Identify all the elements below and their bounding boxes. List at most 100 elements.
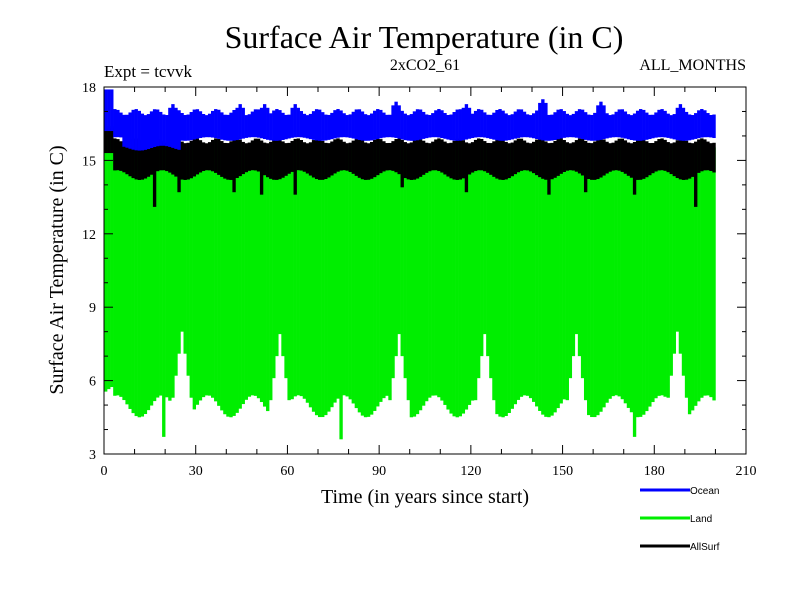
ocean-bar: [373, 110, 377, 140]
allsurf-bar: [192, 138, 197, 177]
allsurf-bar: [299, 140, 304, 171]
ocean-bar: [556, 109, 560, 140]
ocean-bar: [284, 114, 288, 140]
land-bar: [486, 147, 490, 357]
ocean-bar: [229, 112, 233, 141]
ocean-bar: [379, 109, 383, 139]
ocean-bar: [568, 115, 573, 138]
ocean-bar: [369, 113, 374, 141]
ocean-bar: [446, 114, 450, 140]
ocean-bar: [321, 112, 325, 141]
land-bar: [180, 145, 184, 332]
land-bar: [403, 146, 407, 379]
ocean-bar: [223, 114, 227, 141]
ocean-bar: [299, 111, 304, 138]
land-bar: [449, 147, 453, 414]
allsurf-bar: [458, 138, 462, 180]
ocean-bar: [476, 109, 481, 138]
allsurf-bar: [574, 140, 579, 172]
allsurf-bar: [706, 141, 710, 171]
land-bar: [287, 147, 291, 401]
land-bar: [593, 145, 597, 418]
allsurf-bar: [681, 138, 686, 180]
ocean-bar: [391, 105, 395, 138]
allsurf-bar: [275, 138, 279, 180]
land-bar: [623, 143, 628, 404]
land-bar: [207, 146, 212, 396]
land-bar: [443, 145, 447, 405]
allsurf-bar: [198, 140, 203, 173]
land-bar: [305, 148, 310, 403]
land-bar: [409, 146, 414, 418]
allsurf-bar: [483, 141, 487, 172]
allsurf-bar: [498, 138, 502, 180]
allsurf-bar: [241, 141, 245, 175]
land-bar: [296, 140, 300, 396]
ocean-bar: [159, 111, 163, 146]
allsurf-bar: [155, 138, 160, 172]
ocean-bar: [608, 115, 612, 138]
ocean-bar: [363, 114, 368, 141]
ocean-bar: [663, 110, 667, 138]
allsurf-bar: [363, 142, 368, 180]
ocean-bar: [486, 114, 490, 139]
ocean-bar: [314, 109, 319, 141]
ocean-bar: [107, 89, 111, 132]
x-axis-label: Time (in years since start): [321, 486, 529, 508]
land-bar: [278, 142, 282, 335]
ocean-bar: [473, 110, 478, 138]
land-bar: [201, 146, 206, 398]
allsurf-bar: [140, 142, 145, 180]
allsurf-bar: [168, 141, 172, 173]
land-bar: [232, 141, 236, 416]
allsurf-bar: [321, 140, 325, 180]
ocean-bar: [697, 110, 701, 139]
land-bar: [415, 141, 420, 415]
ocean-bar: [409, 114, 414, 141]
ocean-bar: [214, 109, 218, 139]
allsurf-bar: [415, 138, 420, 179]
allsurf-bar: [425, 142, 429, 173]
allsurf-bar: [443, 141, 447, 175]
land-bar: [440, 142, 444, 401]
allsurf-bar: [247, 142, 252, 171]
allsurf-bar: [305, 143, 310, 174]
ocean-bar: [305, 115, 310, 139]
ocean-bar: [678, 104, 683, 141]
land-bar: [333, 142, 337, 403]
ocean-bar: [669, 115, 673, 139]
ocean-bar: [220, 112, 224, 140]
ocean-bar: [155, 109, 160, 147]
allsurf-bar: [308, 142, 313, 176]
y-tick-label: 12: [82, 228, 96, 243]
allsurf-bar: [235, 138, 239, 179]
land-bar: [687, 147, 692, 415]
ocean-bar: [207, 113, 212, 138]
land-bar: [425, 147, 429, 402]
ocean-bar: [119, 112, 123, 138]
ocean-bar: [605, 113, 609, 139]
land-bar: [400, 143, 404, 357]
ocean-bar: [425, 114, 429, 139]
land-bar: [204, 148, 209, 396]
allsurf-bar: [186, 142, 190, 180]
allsurf-bar: [565, 142, 569, 171]
land-bar: [694, 145, 698, 406]
land-bar: [128, 144, 132, 409]
ocean-bar: [302, 113, 307, 138]
ocean-bar: [394, 101, 398, 138]
allsurf-bar: [611, 142, 615, 171]
land-bar: [675, 143, 680, 332]
land-bar: [528, 148, 533, 399]
ocean-bar: [400, 110, 404, 140]
allsurf-bar: [302, 142, 307, 172]
land-bar: [553, 144, 557, 413]
allsurf-bar: [220, 141, 224, 177]
allsurf-bar: [171, 139, 175, 175]
allsurf-bar: [580, 138, 585, 176]
ocean-bar: [694, 113, 698, 139]
ocean-bar: [290, 107, 294, 138]
ocean-bar: [587, 114, 591, 141]
ocean-bar: [639, 109, 643, 141]
ocean-bar: [535, 110, 539, 140]
